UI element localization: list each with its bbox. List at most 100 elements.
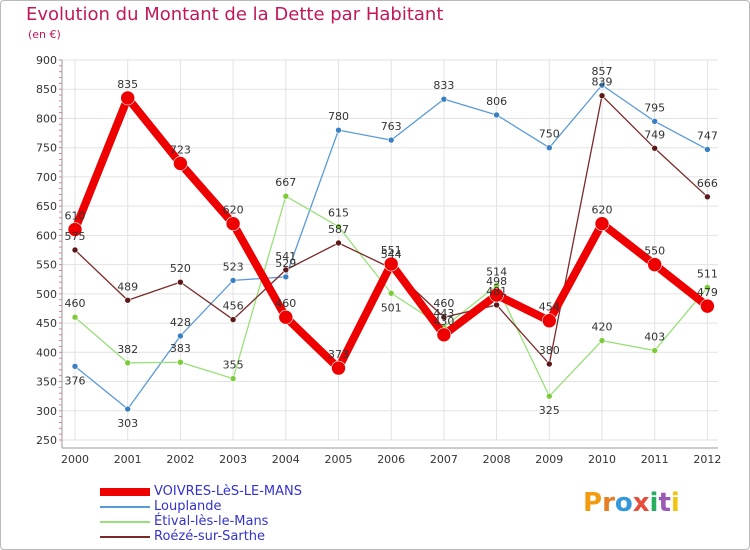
data-point <box>120 90 135 106</box>
data-label: 587 <box>328 223 349 236</box>
data-label: 511 <box>697 267 718 280</box>
data-label: 454 <box>539 301 560 314</box>
data-point <box>177 332 184 340</box>
data-point <box>700 298 715 314</box>
data-label: 325 <box>539 404 560 417</box>
logo-letter: i <box>649 488 659 518</box>
data-point <box>71 246 79 254</box>
data-point <box>651 118 659 125</box>
data-label: 575 <box>65 230 86 243</box>
data-label: 620 <box>223 204 244 217</box>
y-tick-label: 600 <box>36 229 57 242</box>
data-label: 481 <box>486 285 507 298</box>
chart-title: Evolution du Montant de la Dette par Hab… <box>26 4 444 25</box>
data-point <box>67 222 83 237</box>
data-point <box>598 337 606 344</box>
data-point <box>545 392 553 400</box>
axes: 250 300 350 400 450 500 550 600 650 700 750 800 850 9… <box>36 54 721 466</box>
data-label: 666 <box>697 177 718 190</box>
series-layer <box>67 81 715 413</box>
data-point <box>124 296 131 304</box>
data-point <box>387 136 395 144</box>
x-tick-label: 2010 <box>588 453 616 466</box>
data-label: 835 <box>117 78 138 91</box>
data-point <box>282 192 290 200</box>
data-label: 376 <box>65 374 86 387</box>
data-point <box>225 216 241 231</box>
data-label: 489 <box>117 280 138 293</box>
data-label: 667 <box>275 176 296 189</box>
y-tick-label: 300 <box>36 405 57 418</box>
data-label: 460 <box>433 297 454 310</box>
data-label: 806 <box>486 95 507 108</box>
legend-label: Louplande <box>154 499 222 514</box>
chart-subtitle: (en €) <box>28 28 61 41</box>
data-label: 456 <box>223 300 244 313</box>
x-tick-label: 2003 <box>219 453 247 466</box>
data-point <box>335 239 342 247</box>
x-tick-label: 2004 <box>272 453 300 466</box>
data-point <box>651 144 659 152</box>
data-point <box>647 257 663 272</box>
data-point <box>229 316 237 323</box>
x-tick-label: 2002 <box>166 453 194 466</box>
x-tick-label: 2011 <box>641 453 669 466</box>
data-point <box>383 256 399 272</box>
data-point <box>124 359 131 367</box>
data-label: 780 <box>328 110 349 123</box>
data-label: 501 <box>381 301 402 314</box>
data-label: 544 <box>381 248 402 261</box>
logo-letter: x <box>632 488 650 518</box>
data-point <box>282 266 290 274</box>
data-point <box>651 347 659 354</box>
data-point <box>489 287 504 303</box>
y-tick-label: 350 <box>36 376 57 389</box>
y-tick-label: 700 <box>36 171 57 184</box>
x-tick-label: 2000 <box>61 453 89 466</box>
legend-swatch <box>100 536 150 538</box>
data-point <box>545 144 553 151</box>
legend-label: Étival-lès-le-Mans <box>154 514 269 529</box>
data-point <box>493 301 500 309</box>
logo-letter: i <box>670 488 680 518</box>
data-point <box>704 146 711 153</box>
data-label: 750 <box>539 128 560 141</box>
data-point <box>278 309 294 325</box>
data-point <box>71 313 79 321</box>
data-label: 551 <box>381 244 402 257</box>
data-point <box>229 277 237 284</box>
data-label: 443 <box>433 307 454 320</box>
data-point <box>124 405 131 413</box>
data-label: 479 <box>697 286 718 299</box>
data-point <box>493 111 500 119</box>
data-point <box>440 313 448 321</box>
data-point <box>177 358 184 366</box>
data-label: 428 <box>170 316 191 329</box>
data-point <box>440 95 448 103</box>
data-label: 839 <box>592 76 613 89</box>
data-label: 403 <box>644 331 665 344</box>
legend-swatch <box>100 506 150 508</box>
y-tick-label: 750 <box>36 142 57 155</box>
x-tick-label: 2006 <box>377 453 405 466</box>
y-tick-label: 250 <box>36 434 57 447</box>
data-label: 460 <box>275 297 296 310</box>
y-tick-label: 900 <box>36 54 57 67</box>
data-point <box>282 273 290 281</box>
data-label: 520 <box>170 262 191 275</box>
y-tick-label: 800 <box>36 112 57 125</box>
data-label: 610 <box>65 210 86 223</box>
data-label: 373 <box>328 348 349 361</box>
data-point <box>229 375 237 382</box>
logo-letter: P <box>583 488 603 518</box>
proxiti-logo: Proxiti <box>583 488 680 518</box>
data-label: 749 <box>644 128 665 141</box>
x-tick-label: 2007 <box>430 453 458 466</box>
logo-letter: t <box>658 488 671 518</box>
data-point <box>704 284 711 291</box>
data-label: 541 <box>275 250 296 263</box>
grid <box>62 59 718 441</box>
data-label: 382 <box>117 343 138 356</box>
data-point <box>335 223 342 230</box>
